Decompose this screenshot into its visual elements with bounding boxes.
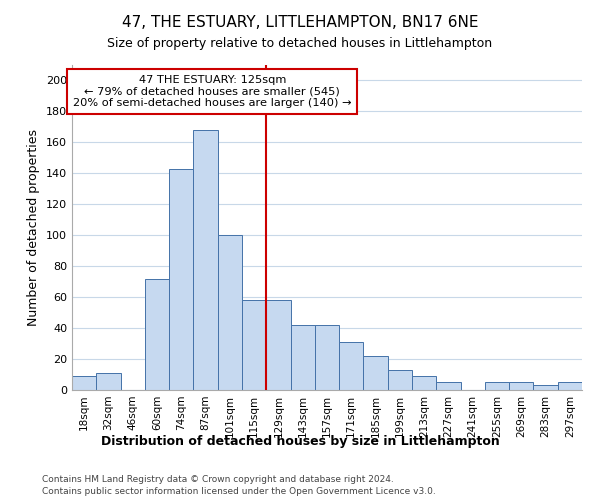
Text: 47, THE ESTUARY, LITTLEHAMPTON, BN17 6NE: 47, THE ESTUARY, LITTLEHAMPTON, BN17 6NE [122, 15, 478, 30]
Bar [533, 386, 558, 390]
Bar [72, 376, 96, 390]
Bar [509, 382, 533, 390]
Bar [388, 370, 412, 390]
Bar [266, 300, 290, 390]
Bar [218, 235, 242, 390]
Bar [96, 373, 121, 390]
Bar [412, 376, 436, 390]
Bar [485, 382, 509, 390]
Bar [315, 325, 339, 390]
Bar [193, 130, 218, 390]
Text: 47 THE ESTUARY: 125sqm
← 79% of detached houses are smaller (545)
20% of semi-de: 47 THE ESTUARY: 125sqm ← 79% of detached… [73, 74, 352, 108]
Y-axis label: Number of detached properties: Number of detached properties [28, 129, 40, 326]
Bar [364, 356, 388, 390]
Text: Size of property relative to detached houses in Littlehampton: Size of property relative to detached ho… [107, 38, 493, 51]
Text: Contains HM Land Registry data © Crown copyright and database right 2024.: Contains HM Land Registry data © Crown c… [42, 475, 394, 484]
Bar [339, 342, 364, 390]
Bar [290, 325, 315, 390]
Bar [242, 300, 266, 390]
Text: Contains public sector information licensed under the Open Government Licence v3: Contains public sector information licen… [42, 488, 436, 496]
Bar [145, 278, 169, 390]
Text: Distribution of detached houses by size in Littlehampton: Distribution of detached houses by size … [101, 435, 499, 448]
Bar [558, 382, 582, 390]
Bar [436, 382, 461, 390]
Bar [169, 168, 193, 390]
